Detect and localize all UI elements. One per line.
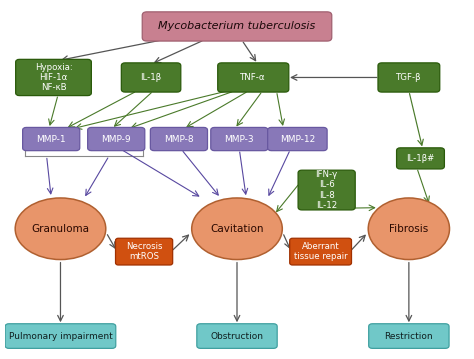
Text: Restriction: Restriction (384, 332, 433, 341)
Text: TGF-β: TGF-β (396, 73, 421, 82)
Text: Granuloma: Granuloma (31, 224, 90, 234)
FancyBboxPatch shape (88, 127, 145, 151)
FancyBboxPatch shape (268, 127, 327, 151)
Text: MMP-1: MMP-1 (36, 135, 66, 144)
Text: MMP-3: MMP-3 (225, 135, 254, 144)
FancyBboxPatch shape (5, 324, 116, 348)
FancyBboxPatch shape (378, 63, 440, 92)
Text: TNF-α: TNF-α (240, 73, 266, 82)
Text: IFN-γ
IL-6
IL-8
IL-12: IFN-γ IL-6 IL-8 IL-12 (316, 170, 338, 210)
Text: Necrosis
mtROS: Necrosis mtROS (126, 242, 163, 261)
FancyBboxPatch shape (218, 63, 289, 92)
Text: MMP-8: MMP-8 (164, 135, 194, 144)
FancyBboxPatch shape (197, 324, 277, 348)
FancyBboxPatch shape (298, 170, 355, 210)
FancyBboxPatch shape (16, 59, 91, 95)
Text: Mycobacterium tuberculosis: Mycobacterium tuberculosis (158, 22, 316, 32)
Text: Hypoxia:
HIF-1α
NF-κB: Hypoxia: HIF-1α NF-κB (35, 62, 73, 92)
FancyBboxPatch shape (150, 127, 208, 151)
Text: Obstruction: Obstruction (210, 332, 264, 341)
FancyBboxPatch shape (397, 148, 445, 169)
Text: Pulmonary impairment: Pulmonary impairment (9, 332, 112, 341)
Ellipse shape (368, 198, 449, 260)
Text: IL-1β: IL-1β (140, 73, 162, 82)
Text: Aberrant
tissue repair: Aberrant tissue repair (294, 242, 347, 261)
Text: Cavitation: Cavitation (210, 224, 264, 234)
FancyBboxPatch shape (369, 324, 449, 348)
FancyBboxPatch shape (142, 12, 332, 41)
Text: Fibrosis: Fibrosis (389, 224, 428, 234)
Text: MMP-12: MMP-12 (280, 135, 315, 144)
FancyBboxPatch shape (290, 238, 352, 265)
FancyBboxPatch shape (211, 127, 268, 151)
Ellipse shape (15, 198, 106, 260)
FancyBboxPatch shape (116, 238, 173, 265)
Text: MMP-9: MMP-9 (101, 135, 131, 144)
FancyBboxPatch shape (121, 63, 181, 92)
FancyBboxPatch shape (23, 127, 80, 151)
Text: IL-1β#: IL-1β# (406, 154, 435, 163)
Ellipse shape (191, 198, 283, 260)
